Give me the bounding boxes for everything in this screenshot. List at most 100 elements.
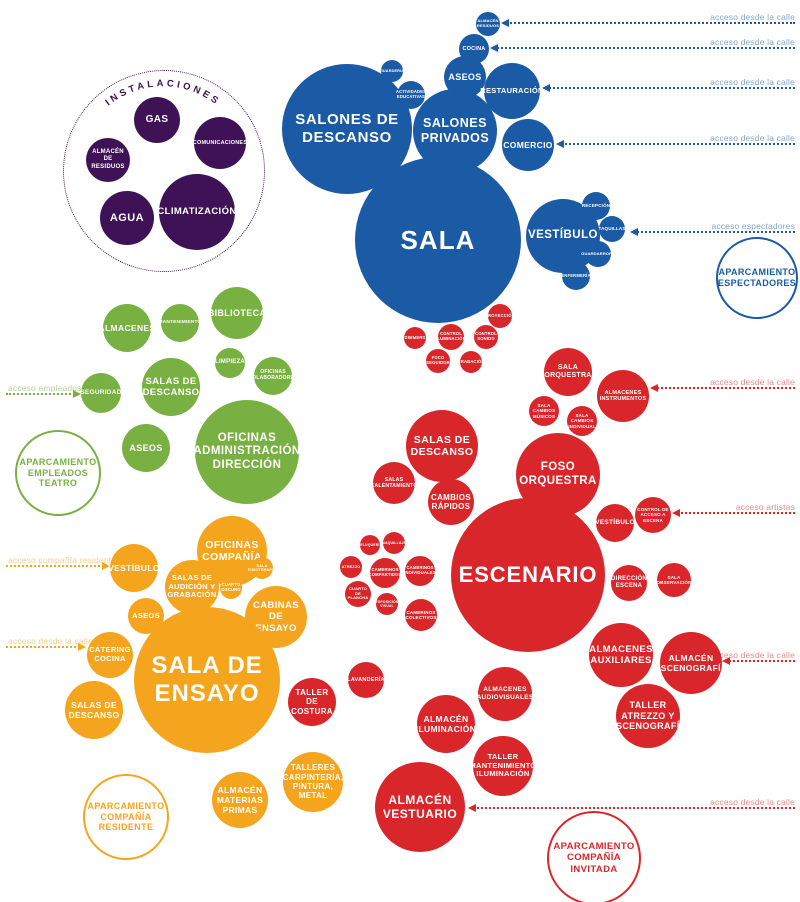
bubble-camerinos-colectivos: CAMERINOS COLECTIVOS	[405, 599, 437, 631]
bubble-camerinos-individuales-label: CAMERINOS INDIVIDUALES	[404, 565, 436, 575]
instalaciones-ring-title: INSTALACIONES	[103, 78, 222, 108]
bubble-camerinos-compartidos: CAMERINOS COMPARTIDOS	[369, 558, 401, 588]
bubble-cuarto-de-plancha-label: CUARTO DE PLANCHA	[347, 585, 369, 601]
bubble-salas-de-descanso-ensayo-label: SALAS DE DESCANSO	[68, 699, 120, 720]
access-artistas: acceso artistas	[672, 502, 795, 517]
bubble-direccion-escena: DIRECCIÓN ESCENA	[611, 565, 647, 601]
bubble-cocina: COCINA	[459, 34, 489, 64]
bubble-almacenes-audiovisuales: ALMACENES AUDIOVISUALES	[477, 667, 533, 721]
bubble-almacenes-auxiliares: ALMACENES AUXILIARES	[589, 623, 653, 687]
bubble-oficinas-compania-label: OFICINAS COMPAÑÍA	[202, 538, 262, 563]
bubble-taquillas: TAQUILLAS	[598, 216, 625, 242]
bubble-salas-de-descanso-oficinas-label: SALAS DE DESCANSO	[142, 375, 200, 398]
arrowhead-icon	[501, 19, 509, 27]
arrowhead-icon	[556, 140, 564, 148]
bubble-sala-de-ensayo: SALA DE ENSAYO	[134, 607, 280, 753]
bubble-recepcion-label: RECEPCIÓN	[581, 203, 611, 209]
bubble-agua-label: AGUA	[109, 211, 145, 224]
access-street-5: acceso desde la calle	[650, 377, 795, 392]
bubble-limpieza-label: LIMPIEZA	[215, 359, 245, 366]
bubble-cabinas-de-ensayo-label: CABINAS DE ENSAYO	[253, 600, 299, 634]
bubble-almacen-residuos-sala-label: ALMACÉN RESIDUOS	[476, 18, 500, 28]
access-street-1: acceso desde la calle	[501, 12, 795, 27]
dotted-line	[6, 393, 79, 395]
bubble-gas-label: GAS	[145, 114, 169, 126]
bubble-almacen-vestuario: ALMACÉN VESTUARIO	[375, 762, 465, 852]
bubble-vestibulo-ensayo: VESTÍBULO	[108, 544, 160, 592]
bubble-sala-de-ensayo-label: SALA DE ENSAYO	[151, 651, 263, 707]
access-street-1-label: acceso desde la calle	[710, 12, 795, 22]
bubble-aparcamiento-empleados-teatro: APARCAMIENTO EMPLEADOS TEATRO	[15, 430, 101, 516]
bubble-actividades-educativas-label: ACTIVIDADES EDUCATIVAS	[395, 89, 427, 99]
bubble-dimmers-label: DIMMERS	[404, 334, 426, 340]
bubble-sala-cambios-individual: SALA CAMBIOS INDIVIDUAL	[567, 406, 597, 436]
bubble-enfermeria: ENFERMERÍA	[561, 262, 591, 290]
bubble-taller-mantenimiento-iluminacion: TALLER MANTENIMIENTO ILUMINACIÓN	[469, 736, 536, 796]
dotted-line	[6, 565, 108, 567]
access-street-4: acceso desde la calle	[556, 133, 795, 148]
dotted-line	[492, 47, 795, 49]
bubble-restauracion: RESTAURACIÓN	[480, 63, 543, 119]
bubble-grabacion-label: GRABACIÓN	[457, 358, 485, 364]
bubble-taller-de-costura-label: TALLER DE COSTURA	[291, 687, 333, 716]
bubble-climatizacion-label: CLIMATIZACIÓN	[157, 206, 237, 218]
bubble-talleres-carpinteria-pintura-metal-label: TALLERES CARPINTERÍA, PINTURA, METAL	[282, 763, 344, 801]
bubble-control-sonido-label: CONTROL SONIDO	[475, 331, 497, 341]
bubble-sala-orquesta-label: SALA ORQUESTRA	[544, 363, 592, 379]
bubble-almacen-iluminacion-label: ALMACÉN ILUMINACIÓN	[415, 713, 477, 734]
dotted-line	[632, 231, 795, 233]
access-street-7-label: acceso desde la calle	[710, 797, 795, 807]
access-street-2-label: acceso desde la calle	[710, 37, 795, 47]
bubble-aparcamiento-compania-residente-label: APARCAMIENTO COMPAÑÍA RESIDENTE	[87, 801, 165, 833]
bubble-grabacion: GRABACIÓN	[457, 351, 485, 373]
bubble-aseos-oficinas: ASEOS	[122, 424, 170, 472]
bubble-vestibulo-escenario-label: VESTÍBULO	[595, 519, 635, 527]
access-espectadores: acceso espectadores	[630, 221, 795, 236]
bubble-almacen-materias-primas: ALMACÉN MATERIAS PRIMAS	[212, 772, 268, 828]
bubble-maquillaje: MAQUILLAJE	[382, 532, 406, 554]
arrowhead-icon	[73, 390, 81, 398]
bubble-comunicaciones-label: COMUNICACIONES	[192, 139, 248, 146]
bubble-aseos-ensayo-label: ASEOS	[132, 610, 160, 620]
bubble-gas: GAS	[134, 97, 180, 143]
bubble-oficinas-colaboradores-label: OFICINAS COLABORADORES	[248, 369, 298, 381]
bubble-seguridad: SEGURIDAD	[80, 373, 121, 413]
bubble-climatizacion: CLIMATIZACIÓN	[157, 174, 236, 250]
bubble-salas-calentamiento-label: SALAS CALENTAMIENTO	[370, 476, 418, 489]
bubble-aparcamiento-espectadores: APARCAMIENTO ESPECTADORES	[716, 237, 798, 319]
bubble-salones-privados: SALONES PRIVADOS	[413, 89, 497, 173]
arrowhead-icon	[542, 84, 550, 92]
bubble-agua: AGUA	[100, 191, 154, 245]
bubble-camerinos-colectivos-label: CAMERINOS COLECTIVOS	[405, 609, 437, 620]
bubble-almacen-escenografia: ALMACÉN ESCENOGRAFÍA	[655, 632, 727, 694]
access-street-8-label: acceso desde la calle	[8, 636, 93, 646]
access-street-4-label: acceso desde la calle	[710, 133, 795, 143]
bubble-salas-de-descanso-oficinas: SALAS DE DESCANSO	[142, 358, 200, 416]
bubble-escenario-label: ESCENARIO	[458, 562, 598, 588]
bubble-catering-cocina-label: CÁTERING COCINA	[89, 645, 131, 663]
arrowhead-icon	[672, 509, 680, 517]
bubble-guarderia-label: GUARDERÍA	[379, 68, 405, 73]
bubble-sala-observacion: SALA OBSERVACIÓN	[656, 563, 691, 597]
bubble-salas-de-descanso-ensayo: SALAS DE DESCANSO	[65, 681, 123, 739]
bubble-foco-seguidor: FOCO SEGUIDOR	[426, 349, 450, 373]
access-street-7: acceso desde la calle	[468, 797, 795, 812]
bubble-salas-de-descanso-escenario: SALAS DE DESCANSO	[406, 410, 478, 482]
bubble-aparcamiento-espectadores-label: APARCAMIENTO ESPECTADORES	[717, 267, 797, 288]
bubble-sala-fisioterapia-label: SALA FISIOTERAPIA	[247, 563, 277, 572]
bubble-control-de-acceso-a-escena-label: CONTROL DE ACCESO A ESCENA	[637, 507, 669, 523]
bubble-guardarropa-label: GUARDARROPA	[581, 250, 615, 256]
access-street-3-label: acceso desde la calle	[710, 77, 795, 87]
dotted-line	[470, 807, 795, 809]
bubble-sala-cambios-musicos: SALA CAMBIOS MÚSICOS	[529, 396, 559, 426]
svg-text:INSTALACIONES: INSTALACIONES	[103, 78, 222, 108]
bubble-atrezzo: ATREZZO	[340, 556, 362, 578]
access-empleados: acceso empleados	[6, 383, 81, 398]
bubble-lavanderia: LAVANDERÍA	[347, 662, 385, 698]
dotted-line	[674, 512, 795, 514]
bubble-almacenes-oficinas: ALMACENES	[99, 304, 155, 352]
bubble-salones-privados-label: SALONES PRIVADOS	[420, 116, 490, 145]
bubble-actividades-educativas: ACTIVIDADES EDUCATIVAS	[395, 81, 427, 109]
bubble-almacen-de-residuos: ALMACÉN DE RESIDUOS	[86, 138, 130, 182]
bubble-almacen-de-residuos-label: ALMACÉN DE RESIDUOS	[91, 149, 125, 170]
